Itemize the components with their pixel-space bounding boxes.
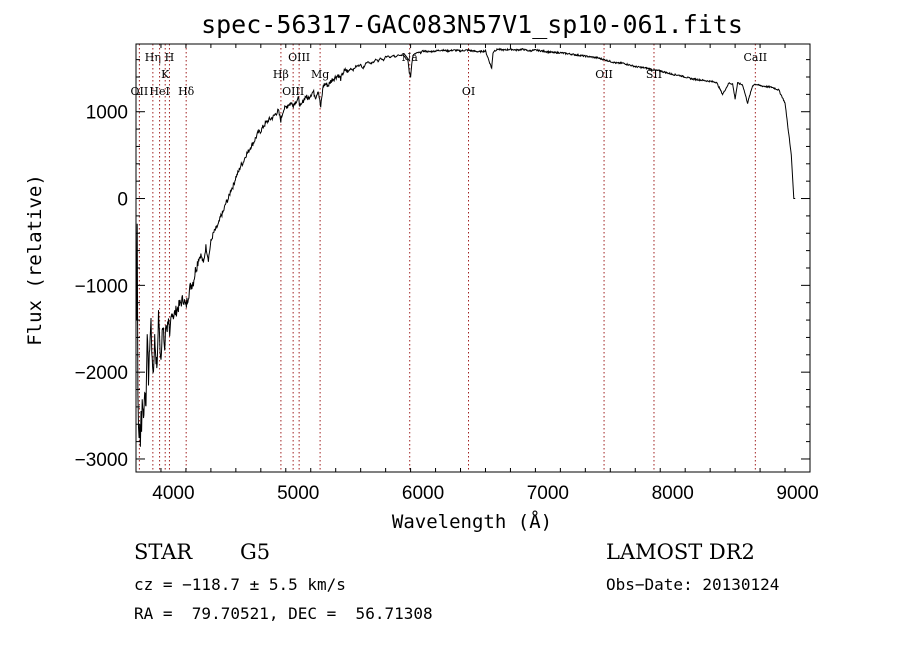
line-label-9: Mg xyxy=(311,68,329,81)
x-tick-label-5: 9000 xyxy=(776,483,818,504)
object-subclass: G5 xyxy=(240,540,271,564)
y-axis-label: Flux (relative) xyxy=(24,174,46,346)
coordinates: RA = 79.70521, DEC = 56.71308 xyxy=(134,604,433,623)
observation-date: Obs−Date: 20130124 xyxy=(606,575,780,594)
x-tick-label-3: 7000 xyxy=(527,483,569,504)
y-tick-label-2: −1000 xyxy=(75,276,128,297)
line-label-1: Hη xyxy=(145,51,161,64)
spectrum-line xyxy=(136,47,796,447)
y-tick-label-0: −3000 xyxy=(75,450,128,471)
line-label-7: OIII xyxy=(282,85,304,98)
y-tick-label-1: −2000 xyxy=(75,363,128,384)
y-tick-label-3: 0 xyxy=(117,190,128,211)
line-label-0: OII xyxy=(131,85,149,98)
x-tick-label-4: 8000 xyxy=(652,483,694,504)
plot-frame xyxy=(135,43,811,473)
line-label-14: CaII xyxy=(743,51,767,64)
line-label-13: SII xyxy=(646,68,662,81)
line-label-2: HeI xyxy=(149,85,169,98)
y-tick-label-4: 1000 xyxy=(86,103,128,124)
line-label-12: OII xyxy=(595,68,613,81)
x-axis-label: Wavelength (Å) xyxy=(392,510,552,533)
line-label-4: H xyxy=(165,51,175,64)
line-label-8: OIII xyxy=(288,51,310,64)
x-tick-label-2: 6000 xyxy=(402,483,444,504)
object-class: STAR xyxy=(134,540,193,564)
survey-name: LAMOST DR2 xyxy=(606,540,755,564)
line-label-6: Hβ xyxy=(273,68,289,81)
chart-title: spec-56317-GAC083N57V1_sp10-061.fits xyxy=(201,10,743,39)
x-tick-label-1: 5000 xyxy=(277,483,319,504)
redshift-cz: cz = −118.7 ± 5.5 km/s xyxy=(134,575,346,594)
plot-axes: 4000 5000 6000 7000 8000 9000 −3000 −2000 −1000 0… xyxy=(75,43,819,504)
line-label-11: OI xyxy=(462,85,475,98)
x-tick-label-0: 4000 xyxy=(152,483,194,504)
line-label-5: Hδ xyxy=(178,85,195,98)
line-label-3: K xyxy=(161,68,170,81)
